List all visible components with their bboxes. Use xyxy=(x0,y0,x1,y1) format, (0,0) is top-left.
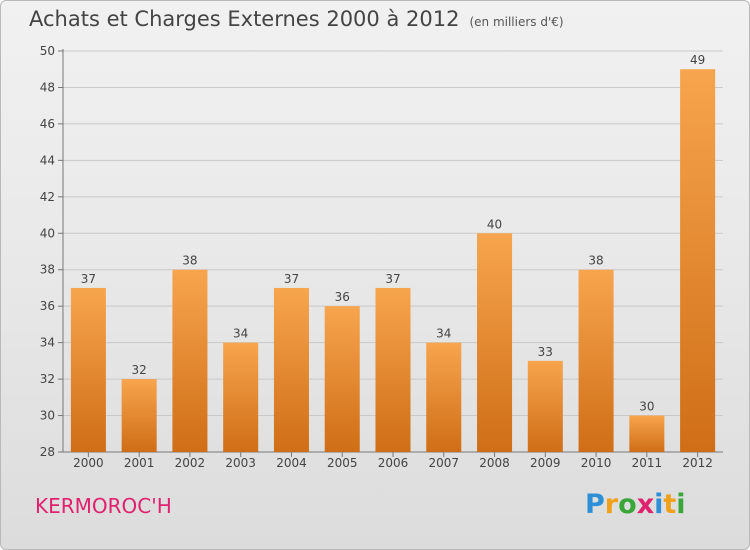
y-tick-label: 44 xyxy=(40,153,55,167)
data-label: 38 xyxy=(588,254,603,268)
x-tick-label: 2001 xyxy=(124,456,155,470)
y-tick-label: 28 xyxy=(40,445,55,459)
bar xyxy=(527,360,563,452)
bars xyxy=(70,69,716,453)
bar xyxy=(273,287,309,452)
bar xyxy=(578,269,614,452)
data-label: 30 xyxy=(639,400,654,414)
chart-title: Achats et Charges Externes 2000 à 2012 xyxy=(29,7,460,31)
logo-letter: r xyxy=(604,489,619,520)
x-tick-label: 2000 xyxy=(73,456,104,470)
data-label: 49 xyxy=(690,53,705,67)
y-tick-label: 48 xyxy=(40,80,55,94)
data-label: 33 xyxy=(538,345,553,359)
y-tick-label: 30 xyxy=(40,409,55,423)
commune-name: KERMOROC'H xyxy=(35,494,172,518)
data-label: 36 xyxy=(335,290,350,304)
bar xyxy=(324,306,360,452)
bar xyxy=(680,69,716,453)
chart-unit-note: (en milliers d'€) xyxy=(469,15,564,29)
logo-letter: P xyxy=(585,489,605,520)
x-tick-label: 2004 xyxy=(276,456,307,470)
y-tick-label: 38 xyxy=(40,263,55,277)
data-label: 37 xyxy=(385,272,400,286)
y-tick-label: 36 xyxy=(40,299,55,313)
logo-letter: o xyxy=(618,489,637,520)
data-label: 34 xyxy=(233,327,248,341)
x-tick-label: 2006 xyxy=(378,456,409,470)
bar xyxy=(223,342,259,452)
logo-letter: t xyxy=(663,489,677,520)
y-tick-label: 46 xyxy=(40,117,55,131)
bar xyxy=(70,287,106,452)
data-label: 40 xyxy=(487,217,502,231)
y-tick-label: 32 xyxy=(40,372,55,386)
data-label: 34 xyxy=(436,327,451,341)
x-tick-label: 2005 xyxy=(327,456,358,470)
data-label: 38 xyxy=(182,254,197,268)
bar xyxy=(477,233,513,452)
labels: 28 30 32 34 36 38 40 42 44 46 48 50 2000 37 2001 32 2002… xyxy=(40,44,713,470)
x-tick-label: 2011 xyxy=(632,456,663,470)
logo-letter: i xyxy=(676,489,686,520)
bar xyxy=(629,415,665,452)
data-label: 37 xyxy=(81,272,96,286)
logo-letter: i xyxy=(654,489,664,520)
bar xyxy=(426,342,462,452)
x-tick-label: 2003 xyxy=(225,456,256,470)
x-tick-label: 2002 xyxy=(175,456,206,470)
bar xyxy=(121,379,157,452)
y-tick-label: 34 xyxy=(40,336,55,350)
data-label: 32 xyxy=(132,363,147,377)
y-tick-label: 50 xyxy=(40,44,55,58)
logo-letter: x xyxy=(636,489,655,520)
x-tick-label: 2010 xyxy=(581,456,612,470)
y-tick-label: 40 xyxy=(40,226,55,240)
bar xyxy=(172,269,208,452)
x-tick-label: 2008 xyxy=(479,456,510,470)
x-tick-label: 2012 xyxy=(682,456,713,470)
bar xyxy=(375,287,411,452)
x-tick-label: 2009 xyxy=(530,456,561,470)
y-tick-label: 42 xyxy=(40,190,55,204)
proxiti-logo: Proxiti xyxy=(585,489,686,520)
x-tick-label: 2007 xyxy=(428,456,459,470)
chart-title-block: Achats et Charges Externes 2000 à 2012 (e… xyxy=(29,7,564,31)
data-label: 37 xyxy=(284,272,299,286)
